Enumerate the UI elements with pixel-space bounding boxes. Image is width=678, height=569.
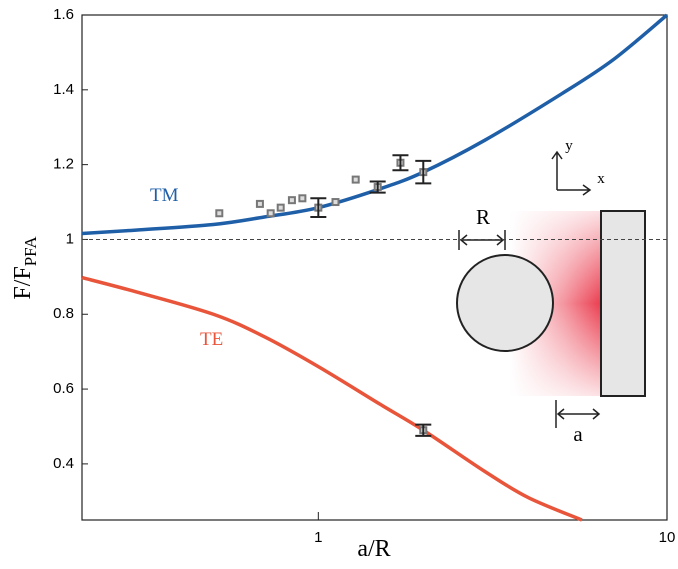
data-point	[266, 209, 275, 218]
y-tick-label: 1.4	[53, 81, 74, 98]
y-axis-label: F/FPFA	[10, 236, 40, 300]
error-bar	[415, 159, 432, 185]
line	[81, 275, 583, 522]
annotation: x	[597, 171, 605, 187]
error-bar	[310, 197, 327, 218]
y-tick-label: 1.6	[53, 6, 74, 23]
plot-frame	[81, 14, 668, 521]
data-point	[276, 203, 285, 212]
y-axis-label-main: F/F	[10, 266, 36, 299]
y-tick-label: 1	[66, 230, 74, 247]
y-tick-label: 0.8	[53, 305, 74, 322]
series-label: TE	[200, 329, 223, 350]
sphere	[456, 254, 554, 352]
y-axis-label-sub: PFA	[21, 236, 40, 267]
x-tick-label: 10	[659, 529, 676, 546]
a-arrowheads	[556, 408, 601, 420]
error-bar	[369, 180, 386, 194]
series-label: TM	[150, 185, 179, 206]
annotation: a	[573, 422, 583, 446]
annotation: y	[565, 138, 573, 154]
x-axis-label: a/R	[357, 536, 390, 562]
inset: R a x y	[456, 138, 646, 446]
y-tick-label: 0.6	[53, 380, 74, 397]
plate	[600, 210, 646, 397]
data-point	[331, 198, 340, 207]
y-tick-label: 0.4	[53, 455, 74, 472]
data-point	[298, 194, 307, 203]
x-tick-label: 1	[314, 529, 322, 546]
axes-icon	[551, 150, 592, 196]
data-point	[351, 175, 360, 184]
error-bar	[392, 154, 409, 172]
data-point	[215, 209, 224, 218]
r-arrowheads	[459, 234, 505, 246]
annotation: R	[476, 205, 490, 229]
data-point	[287, 196, 296, 205]
error-bar	[415, 423, 432, 437]
data-point	[255, 199, 264, 208]
y-tick-label: 1.2	[53, 156, 74, 173]
